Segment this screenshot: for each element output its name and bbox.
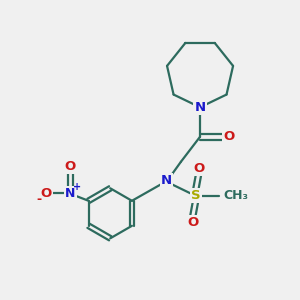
Text: N: N (65, 187, 76, 200)
Text: O: O (187, 216, 198, 229)
Text: -: - (36, 193, 41, 206)
Text: O: O (223, 130, 234, 143)
Text: O: O (65, 160, 76, 173)
Text: CH₃: CH₃ (224, 189, 249, 202)
Text: O: O (40, 187, 52, 200)
Text: S: S (191, 189, 200, 202)
Text: N: N (160, 174, 172, 188)
Text: N: N (194, 101, 206, 114)
Text: +: + (73, 182, 81, 192)
Text: O: O (193, 162, 204, 175)
